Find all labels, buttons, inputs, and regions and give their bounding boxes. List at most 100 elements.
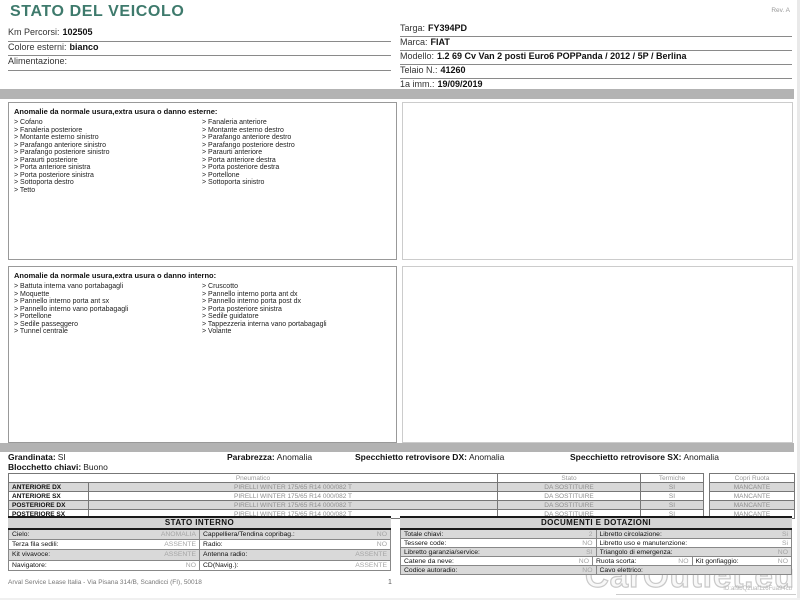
kv-label: Totale chiavi:	[404, 530, 444, 538]
kv-cell: Navigatore: NO	[9, 560, 200, 570]
status-grandinata: Grandinata: SI	[8, 452, 66, 462]
field-label: Telaio N.:	[400, 65, 438, 75]
tyre-state-cell: DA SOSTITUIRE	[497, 482, 641, 492]
tyre-gap-cell	[703, 509, 710, 519]
anomaly-item: > Pannello interno vano portabagagli	[14, 305, 129, 313]
kv-cell: Kit gonfiaggio: NO	[693, 557, 792, 565]
tyre-table-body: ANTERIORE DX PIRELLI WINTER 175/65 R14 00…	[8, 482, 795, 519]
anomaly-item: > Pannello interno porta ant sx	[14, 298, 110, 305]
page-number: 1	[388, 579, 392, 586]
scan-edge-bottom	[0, 598, 800, 600]
anomaly-item: > Tappezzeria interna vano portabagagli	[202, 320, 327, 328]
stato-interno-body: Cielo: ANOMALIA Cappelliera/Tendina coprib…	[8, 530, 391, 571]
anomaly-item: > Fanaleria posteriore	[14, 126, 83, 134]
kv-label: Kit gonfiaggio:	[695, 557, 739, 565]
status-label: Specchietto retrovisore DX:	[355, 452, 467, 462]
kv-cell: Libretto circolazione: Si	[597, 530, 792, 538]
field-value: 41260	[440, 65, 466, 75]
anomaly-item: > Parafango anteriore sinistro	[14, 141, 107, 149]
kv-value: ANOMALIA	[160, 531, 196, 539]
field-label: 1a imm.:	[400, 79, 435, 89]
field-label: Km Percorsi:	[8, 27, 60, 37]
anomaly-item: > Montante esterno sinistro	[14, 134, 99, 141]
anomaly-item: > Porta anteriore sinistra	[14, 164, 91, 171]
anomaly-item: > Paraurti posteriore	[14, 156, 78, 164]
footer-doc-id: ID:af9bQ2uaf1z6Fua94cu	[723, 586, 792, 592]
kv-row: Kit vivavoce: ASSENTE Antenna radio: ASSENT…	[9, 550, 390, 561]
external-anomalies-title: Anomalie da normale usura,extra usura o …	[14, 107, 218, 116]
kv-label: Kit vivavoce:	[12, 551, 51, 559]
kv-row: Libretto garanzia/service: SI Triangolo di…	[401, 548, 791, 557]
external-anomalies-col2: > Fanaleria anteriore > Montante esterno …	[202, 119, 390, 194]
field-label: Modello:	[400, 51, 435, 61]
kv-value: NO	[777, 548, 788, 556]
status-specchietto-sx: Specchietto retrovisore SX: Anomalia	[570, 452, 719, 462]
kv-value: NO	[777, 557, 788, 565]
kv-value: NO	[582, 566, 593, 574]
kv-cell: Radio: NO	[200, 540, 390, 549]
vehicle-fields-left: Km Percorsi: 102505 Colore esterni: bianco A…	[8, 27, 391, 71]
tyre-gap-cell	[703, 482, 710, 492]
kv-value: NO	[678, 557, 689, 565]
tyre-spec-cell: PIRELLI WINTER 175/65 R14 000/082 T	[88, 491, 498, 501]
kv-cell: Tessere code: NO	[401, 539, 597, 547]
kv-label: Antenna radio:	[203, 551, 248, 559]
tyre-thermal-cell: SI	[640, 500, 704, 510]
tyre-gap-cell	[703, 491, 710, 501]
stato-interno-header: STATO INTERNO	[8, 516, 391, 530]
revision-label: Rev. A	[771, 7, 790, 14]
kv-cell: Antenna radio: ASSENTE	[200, 550, 390, 559]
tyre-header-copri-ruota: Copri Ruota	[709, 473, 795, 483]
anomaly-item: > Portellone	[202, 171, 240, 179]
field-label: Targa:	[400, 23, 426, 33]
anomaly-item: > Parafango posteriore sinistro	[14, 149, 110, 156]
kv-cell: CD(Navig.): ASSENTE	[200, 561, 390, 570]
kv-label: Catene da neve:	[404, 557, 454, 565]
scan-edge-right	[797, 0, 800, 600]
status-blocchetto-chiavi: Blocchetto chiavi: Buono	[8, 462, 108, 472]
kv-cell: Cielo: ANOMALIA	[9, 530, 200, 540]
tyre-spec-cell: PIRELLI WINTER 175/65 R14 000/082 T	[88, 482, 498, 492]
tyre-header-termiche: Termiche	[640, 473, 704, 483]
anomaly-item: > Fanaleria anteriore	[202, 119, 267, 126]
anomaly-item: > Sedile guidatore	[202, 313, 259, 320]
documenti-dotazioni-body: Totale chiavi: 2 Libretto circolazione: Si T…	[400, 530, 792, 575]
kv-row: Terza fila sedili: ASSENTE Radio: NO	[9, 540, 390, 551]
status-label: Grandinata:	[8, 452, 56, 462]
anomaly-item: > Cofano	[14, 119, 43, 126]
footer-rule	[616, 594, 796, 595]
kv-cell: Catene da neve: NO	[401, 557, 593, 565]
kv-value: SI	[586, 548, 593, 556]
anomaly-item: > Sottoporta sinistro	[202, 179, 265, 186]
internal-anomalies-col2: > Cruscotto > Pannello interno porta ant …	[202, 283, 390, 336]
field-label: Marca:	[400, 37, 428, 47]
anomaly-item: > Battuta interna vano portabagagli	[14, 283, 124, 290]
kv-label: Libretto uso e manutenzione:	[599, 539, 688, 547]
field-value: 102505	[62, 27, 93, 37]
kv-label: Cavo elettrico:	[599, 566, 643, 574]
internal-anomalies-photo-area	[402, 266, 793, 443]
tyre-spec-cell: PIRELLI WINTER 175/65 R14 000/082 T	[88, 500, 498, 510]
vehicle-fields-right: Targa: FY394PD Marca: FIAT Modello: 1.2 69 Cv…	[400, 23, 792, 93]
tyre-cover-cell: MANCANTE	[709, 482, 795, 492]
anomaly-item: > Porta posteriore sinistra	[202, 305, 282, 313]
kv-row: Catene da neve: NO Ruota scorta: NO Kit gonf…	[401, 557, 791, 566]
kv-label: Cappelliera/Tendina copribag.:	[203, 531, 295, 539]
kv-value: ASSENTE	[355, 551, 387, 559]
kv-label: Codice autoradio:	[404, 566, 458, 574]
tyre-state-cell: DA SOSTITUIRE	[497, 491, 641, 501]
anomaly-item: > Pannello interno porta ant dx	[202, 290, 298, 298]
documenti-dotazioni-header: DOCUMENTI E DOTAZIONI	[400, 516, 792, 530]
kv-cell: Cavo elettrico:	[597, 566, 792, 574]
anomaly-item: > Porta posteriore destra	[202, 164, 280, 171]
kv-value: NO	[185, 561, 196, 569]
kv-value: NO	[376, 531, 387, 539]
field-row: Alimentazione:	[8, 56, 391, 71]
documenti-dotazioni-table: DOCUMENTI E DOTAZIONI Totale chiavi: 2 Lib…	[400, 516, 792, 575]
kv-label: Triangolo di emergenza:	[599, 548, 673, 556]
tyre-position-cell: POSTERIORE DX	[8, 500, 89, 510]
status-specchietto-dx: Specchietto retrovisore DX: Anomalia	[355, 452, 504, 462]
external-anomalies-box: Anomalie da normale usura,extra usura o …	[8, 102, 397, 260]
tyre-row: POSTERIORE DX PIRELLI WINTER 175/65 R14 0…	[8, 500, 795, 510]
